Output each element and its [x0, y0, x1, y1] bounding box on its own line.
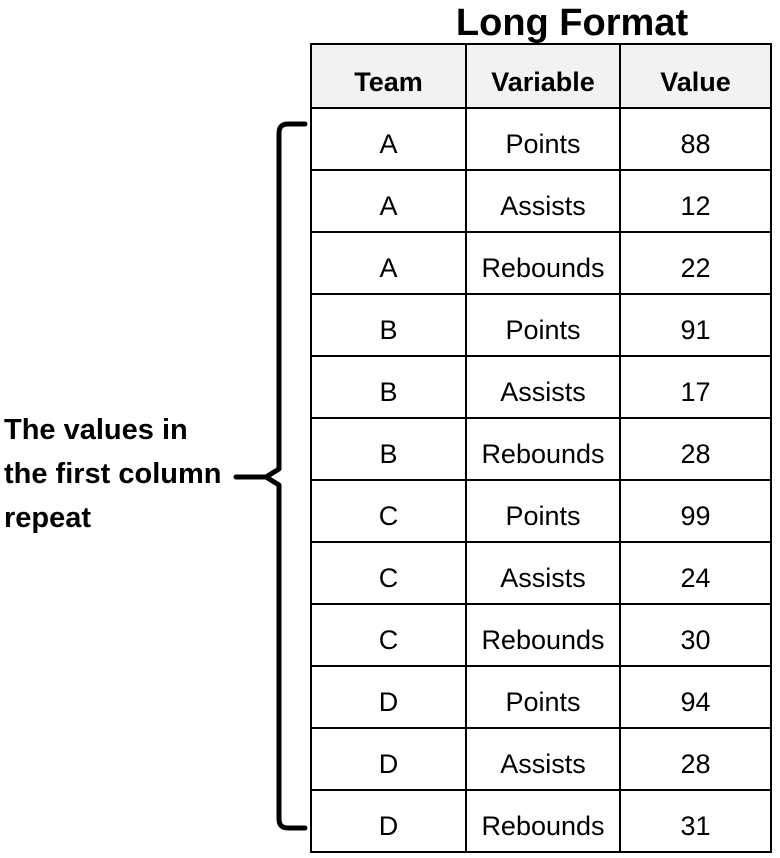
team-cell: C [310, 541, 467, 605]
team-cell: C [310, 479, 467, 543]
table-row: C Assists 24 [310, 541, 772, 605]
variable-cell: Assists [465, 169, 621, 233]
chart-title: Long Format [455, 2, 689, 44]
value-cell: 30 [619, 603, 772, 667]
table-row: C Points 99 [310, 479, 772, 543]
table-row: A Rebounds 22 [310, 231, 772, 295]
variable-cell: Rebounds [465, 789, 621, 853]
column-header-team: Team [310, 43, 467, 109]
team-cell: A [310, 231, 467, 295]
value-cell: 28 [619, 417, 772, 481]
column-header-value: Value [619, 43, 772, 109]
team-cell: B [310, 293, 467, 357]
team-cell: D [310, 727, 467, 791]
long-format-table: Team Variable Value A Points 88 A Assist… [310, 43, 772, 853]
variable-cell: Points [465, 293, 621, 357]
variable-cell: Rebounds [465, 603, 621, 667]
annotation-line: The values in [4, 414, 188, 446]
header-row: Team Variable Value [310, 43, 772, 109]
value-cell: 31 [619, 789, 772, 853]
variable-cell: Points [465, 479, 621, 543]
variable-cell: Rebounds [465, 417, 621, 481]
team-cell: A [310, 107, 467, 171]
table-row: D Rebounds 31 [310, 789, 772, 853]
variable-cell: Assists [465, 727, 621, 791]
team-cell: A [310, 169, 467, 233]
value-cell: 88 [619, 107, 772, 171]
value-cell: 94 [619, 665, 772, 729]
table-row: B Rebounds 28 [310, 417, 772, 481]
team-cell: B [310, 355, 467, 419]
table-row: C Rebounds 30 [310, 603, 772, 667]
table-row: A Assists 12 [310, 169, 772, 233]
value-cell: 12 [619, 169, 772, 233]
column-header-variable: Variable [465, 43, 621, 109]
value-cell: 22 [619, 231, 772, 295]
value-cell: 99 [619, 479, 772, 543]
team-cell: C [310, 603, 467, 667]
value-cell: 28 [619, 727, 772, 791]
table-row: A Points 88 [310, 107, 772, 171]
variable-cell: Rebounds [465, 231, 621, 295]
table-row: D Assists 28 [310, 727, 772, 791]
team-cell: D [310, 789, 467, 853]
table-row: B Points 91 [310, 293, 772, 357]
team-cell: B [310, 417, 467, 481]
variable-cell: Points [465, 665, 621, 729]
table-row: B Assists 17 [310, 355, 772, 419]
value-cell: 24 [619, 541, 772, 605]
variable-cell: Assists [465, 541, 621, 605]
annotation-line: repeat [4, 502, 92, 534]
variable-cell: Assists [465, 355, 621, 419]
table-row: D Points 94 [310, 665, 772, 729]
team-cell: D [310, 665, 467, 729]
value-cell: 91 [619, 293, 772, 357]
annotation-text: The values in the first column repeat [4, 408, 222, 540]
annotation-line: the first column [4, 458, 222, 490]
variable-cell: Points [465, 107, 621, 171]
value-cell: 17 [619, 355, 772, 419]
